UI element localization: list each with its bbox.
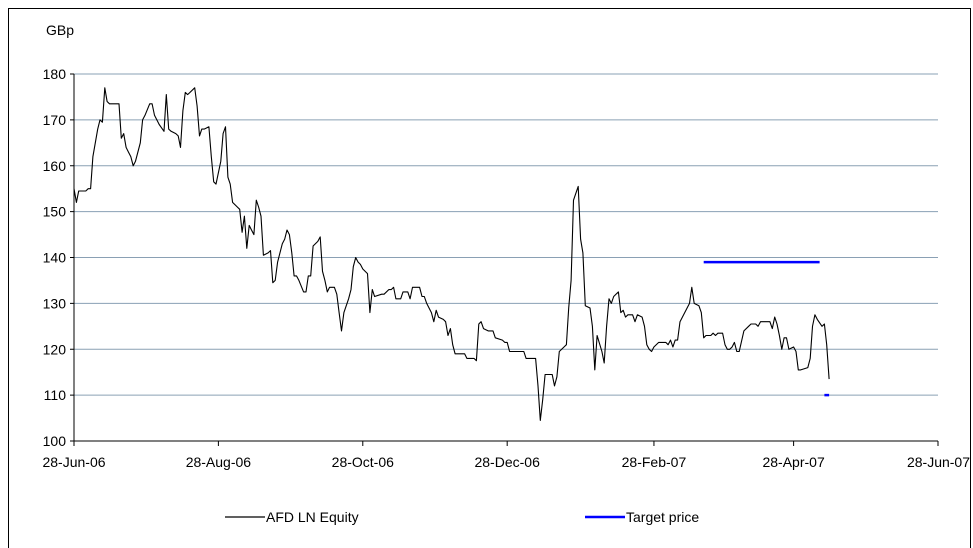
- x-tick-labels: 28-Jun-06 28-Aug-06 28-Oct-06 28-Dec-06 28-F…: [42, 454, 970, 470]
- legend: AFD LN Equity Target price: [225, 509, 699, 525]
- x-tick-label-1: 28-Aug-06: [186, 454, 252, 470]
- y-tick-label-120: 120: [43, 341, 67, 357]
- legend-label-1: Target price: [626, 509, 699, 525]
- x-tick-label-5: 28-Apr-07: [762, 454, 824, 470]
- x-tick-label-6: 28-Jun-07: [907, 454, 970, 470]
- series-group: [73, 87, 830, 421]
- legend-label-0: AFD LN Equity: [266, 509, 359, 525]
- y-tick-label-150: 150: [43, 204, 67, 220]
- gridlines: [74, 73, 938, 396]
- x-tick-label-2: 28-Oct-06: [332, 454, 394, 470]
- x-tick-label-3: 28-Dec-06: [474, 454, 540, 470]
- y-tick-label-110: 110: [44, 387, 67, 403]
- y-tick-label-180: 180: [43, 66, 67, 82]
- y-tick-label-100: 100: [43, 433, 67, 449]
- y-tick-label-170: 170: [43, 112, 67, 128]
- axes: [70, 73, 939, 446]
- y-tick-labels: 100 110 120 130 140 150 160 170 180: [43, 66, 67, 449]
- y-tick-label-130: 130: [43, 295, 67, 311]
- x-tick-label-0: 28-Jun-06: [42, 454, 105, 470]
- x-tick-label-4: 28-Feb-07: [622, 454, 687, 470]
- y-axis-label: GBp: [46, 22, 74, 38]
- y-tick-label-140: 140: [43, 250, 67, 266]
- series-line-afd-ln-equity: [73, 87, 830, 421]
- chart-frame: [8, 8, 971, 548]
- y-tick-label-160: 160: [43, 158, 67, 174]
